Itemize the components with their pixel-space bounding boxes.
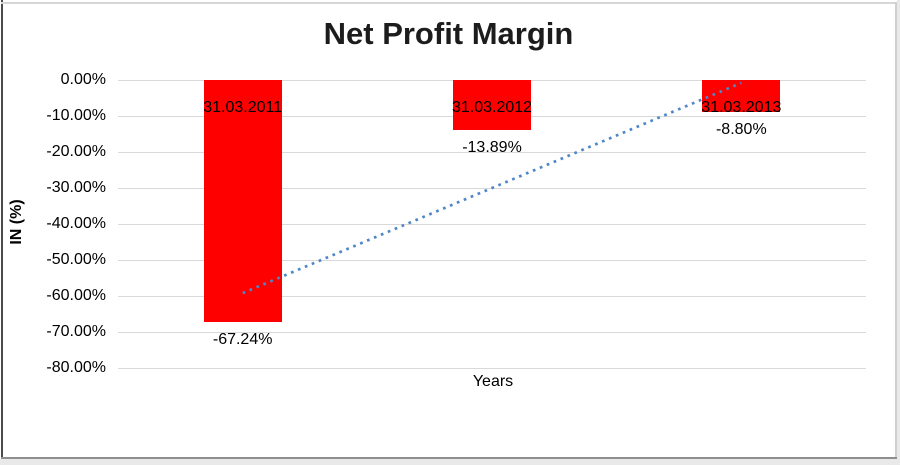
y-axis-tick-label: -50.00% [46, 251, 106, 268]
category-label: 31.03.2013 [701, 99, 782, 116]
chart-border-right [895, 2, 897, 459]
y-axis-tick-label: -30.00% [46, 179, 106, 196]
category-label: 31.03.2011 [203, 99, 283, 116]
chart-title: Net Profit Margin [323, 16, 574, 51]
outer-margin-right [897, 0, 900, 465]
data-label: -67.24% [212, 331, 273, 349]
y-axis-title: IN (%) [8, 199, 25, 245]
chart-border-left [1, 0, 3, 459]
data-label: -13.89% [462, 139, 522, 156]
gridline [118, 332, 866, 333]
x-axis-title: Years [472, 373, 514, 390]
y-axis-tick-label: -60.00% [46, 287, 106, 304]
gridline [118, 296, 866, 297]
data-label: -8.80% [715, 120, 767, 138]
y-axis-tick-label: 0.00% [60, 71, 106, 88]
gridline [118, 368, 866, 369]
outer-margin-bottom [0, 459, 900, 465]
category-label: 31.03.2012 [451, 99, 533, 116]
y-axis-tick-label: -80.00% [46, 359, 106, 376]
chart-border-bottom [1, 457, 897, 459]
y-axis-tick-label: -40.00% [46, 215, 106, 232]
y-axis-tick-label: -70.00% [46, 323, 106, 340]
chart-border-top [1, 2, 897, 4]
y-axis-tick-label: -20.00% [46, 143, 106, 160]
y-axis-tick-label: -10.00% [46, 107, 106, 124]
